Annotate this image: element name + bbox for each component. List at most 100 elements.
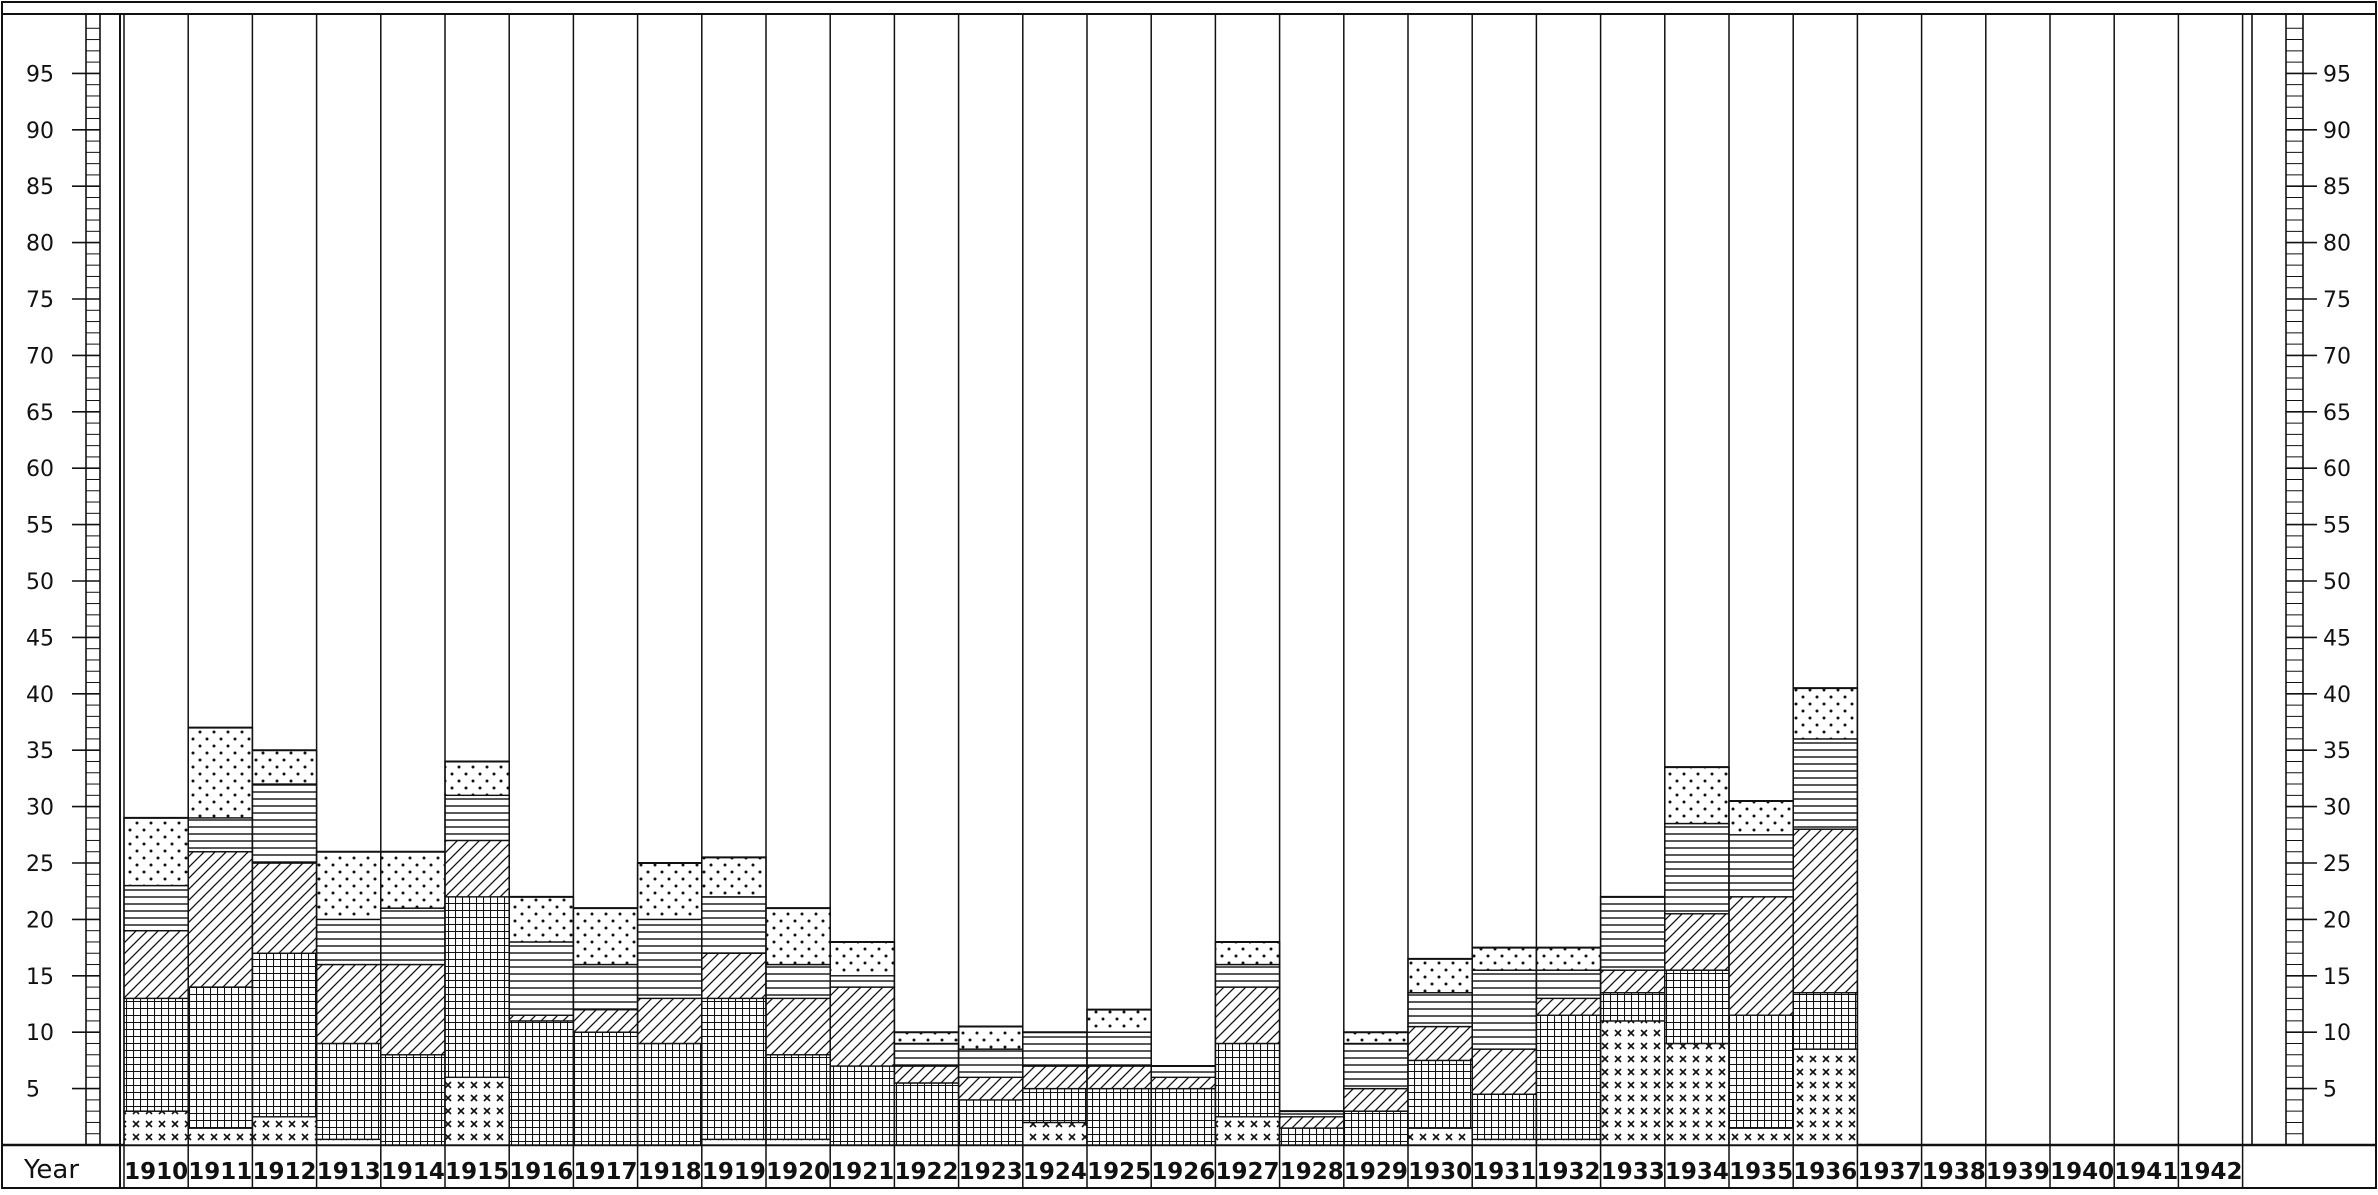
y-tick-label-right: 85	[2323, 175, 2351, 200]
bar-segment-grid	[1022, 1087, 1088, 1124]
bar-segment-dots	[957, 1025, 1024, 1050]
year-label: 1924	[1023, 1159, 1087, 1185]
bar-segment-horizontal	[315, 918, 382, 966]
bar-segment-horizontal	[1728, 834, 1794, 898]
bar-segment-dots	[1214, 941, 1281, 966]
bar-segment-diagonal	[380, 963, 446, 1056]
y-tick-label-right: 50	[2323, 570, 2351, 595]
bar-segment-diagonal	[508, 1014, 575, 1022]
year-label: 1942	[2178, 1159, 2242, 1185]
bar-segment-grid	[1728, 1014, 1794, 1129]
y-tick-label-right: 55	[2323, 514, 2351, 539]
bar-segment-grid	[701, 997, 767, 1141]
y-tick-label-right: 60	[2323, 457, 2351, 482]
y-tick-label-left: 10	[26, 1021, 54, 1046]
bar-segment-diagonal	[957, 1076, 1024, 1101]
year-header-label: Year	[23, 1155, 79, 1185]
bar-segment-cross-x	[701, 1138, 767, 1146]
bar-segment-diagonal	[123, 929, 189, 1000]
year-label: 1916	[509, 1159, 573, 1185]
y-tick-label-left: 70	[26, 344, 54, 369]
bar-segment-horizontal	[1664, 822, 1730, 915]
bar-segment-grid	[957, 1099, 1024, 1146]
bar-segment-grid	[315, 1042, 382, 1141]
bar-segment-dots	[1343, 1031, 1409, 1045]
bar-segment-grid	[380, 1054, 446, 1146]
bar-segment-diagonal	[701, 952, 767, 1000]
year-label: 1911	[188, 1159, 252, 1185]
y-tick-label-left: 15	[26, 965, 54, 990]
bar-segment-grid	[1664, 969, 1730, 1045]
bar-segment-dots	[444, 760, 510, 797]
bar-segment-grid	[1535, 1014, 1602, 1141]
y-tick-label-left: 65	[26, 401, 54, 426]
y-tick-label-right: 70	[2323, 344, 2351, 369]
year-label: 1936	[1793, 1159, 1857, 1185]
y-tick-label-left: 30	[26, 796, 54, 821]
bar-segment-grid	[251, 952, 318, 1118]
bar-segment-horizontal	[893, 1042, 960, 1067]
bar-segment-horizontal	[187, 817, 254, 853]
bar-segment-diagonal	[1792, 828, 1859, 994]
bar-segment-cross-x	[1535, 1138, 1602, 1146]
bar-segment-dots	[1086, 1008, 1152, 1033]
bar-segment-horizontal	[1214, 963, 1281, 988]
bar-segment-horizontal	[444, 794, 510, 842]
year-label: 1922	[894, 1159, 958, 1185]
bar-segment-diagonal	[1214, 986, 1281, 1045]
year-label: 1910	[124, 1159, 188, 1185]
bar-segment-diagonal	[636, 997, 703, 1045]
bar-segment-diagonal	[1599, 969, 1666, 994]
y-tick-label-left: 80	[26, 232, 54, 257]
bar-segment-grid	[765, 1054, 831, 1141]
year-label: 1919	[702, 1159, 766, 1185]
year-label: 1918	[638, 1159, 702, 1185]
y-tick-label-left: 60	[26, 457, 54, 482]
y-tick-label-left: 95	[26, 62, 54, 87]
y-tick-label-left: 35	[26, 739, 54, 764]
bar-segment-cross-x	[1792, 1048, 1859, 1146]
bar-segment-dots	[893, 1031, 960, 1045]
bar-segment-dots	[636, 862, 703, 921]
bar-segment-grid	[1407, 1059, 1473, 1129]
y-tick-label-right: 15	[2323, 965, 2351, 990]
y-tick-label-right: 45	[2323, 626, 2351, 651]
bar-segment-horizontal	[765, 963, 831, 1000]
bar-segment-horizontal	[1407, 992, 1473, 1028]
bar-segment-dots	[1792, 687, 1859, 740]
bar-segment-diagonal	[1278, 1116, 1345, 1129]
bar-segment-horizontal	[1599, 896, 1666, 971]
year-label: 1938	[1922, 1159, 1986, 1185]
bar-segment-dots	[1535, 946, 1602, 971]
bar-segment-grid	[508, 1020, 575, 1146]
bar-segment-cross-x	[1407, 1127, 1473, 1146]
y-tick-label-left: 75	[26, 288, 54, 313]
bar-segment-horizontal	[251, 783, 318, 864]
y-tick-label-right: 20	[2323, 908, 2351, 933]
bar-segment-cross-x	[1664, 1042, 1730, 1146]
bar-segment-cross-x	[444, 1076, 510, 1146]
bar-segment-diagonal	[315, 963, 382, 1045]
bar-segment-grid	[1278, 1127, 1345, 1146]
bar-segment-dots	[251, 749, 318, 785]
y-tick-label-right: 40	[2323, 683, 2351, 708]
year-label: 1914	[381, 1159, 445, 1185]
year-label: 1933	[1601, 1159, 1665, 1185]
bar-segment-horizontal	[701, 896, 767, 954]
bar-segment-dots	[315, 851, 382, 921]
y-tick-label-left: 20	[26, 908, 54, 933]
y-tick-label-right: 5	[2323, 1078, 2337, 1103]
year-label: 1913	[317, 1159, 381, 1185]
bar-segment-grid	[1214, 1042, 1281, 1118]
bar-segment-diagonal	[1535, 997, 1602, 1016]
bar-segment-diagonal	[1407, 1025, 1473, 1062]
y-tick-label-right: 80	[2323, 232, 2351, 257]
bar-segment-horizontal	[123, 884, 189, 932]
bar-segment-diagonal	[1664, 913, 1730, 971]
year-label: 1912	[252, 1159, 316, 1185]
bar-segment-horizontal	[1792, 738, 1859, 830]
bar-segment-cross-x	[1599, 1020, 1666, 1146]
bar-segment-dots	[829, 941, 896, 977]
